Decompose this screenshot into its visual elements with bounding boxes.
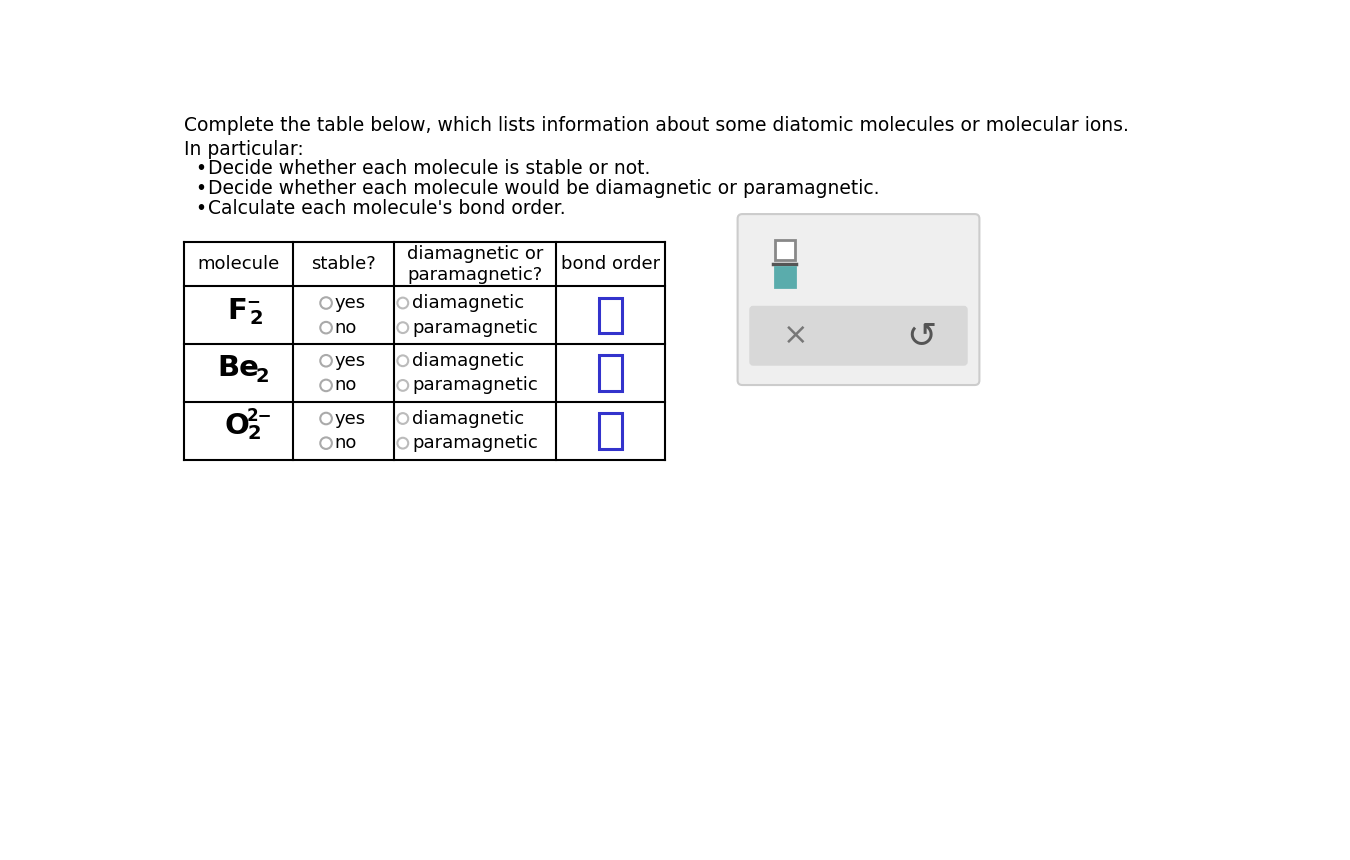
Bar <box>599 413 622 449</box>
Text: Decide whether each molecule would be diamagnetic or paramagnetic.: Decide whether each molecule would be di… <box>208 179 879 198</box>
Text: no: no <box>335 377 356 395</box>
Text: 2−: 2− <box>247 407 273 425</box>
Text: no: no <box>335 319 356 336</box>
Text: ↺: ↺ <box>906 319 937 353</box>
Text: Complete the table below, which lists information about some diatomic molecules : Complete the table below, which lists in… <box>184 116 1129 135</box>
Text: paramagnetic: paramagnetic <box>412 377 537 395</box>
Text: bond order: bond order <box>562 255 660 273</box>
FancyBboxPatch shape <box>737 214 979 385</box>
Bar <box>599 298 622 333</box>
Text: Calculate each molecule's bond order.: Calculate each molecule's bond order. <box>208 199 566 218</box>
Text: •: • <box>196 158 207 178</box>
FancyBboxPatch shape <box>751 306 967 365</box>
Bar <box>599 355 622 390</box>
Text: 2: 2 <box>248 425 262 444</box>
Bar <box>775 267 795 287</box>
Text: 2: 2 <box>255 366 269 385</box>
Text: yes: yes <box>335 294 366 312</box>
Text: O: O <box>224 412 250 440</box>
Text: diamagnetic or
paramagnetic?: diamagnetic or paramagnetic? <box>406 245 543 284</box>
Text: molecule: molecule <box>197 255 279 273</box>
Bar <box>775 240 795 261</box>
Text: Decide whether each molecule is stable or not.: Decide whether each molecule is stable o… <box>208 158 649 178</box>
Text: stable?: stable? <box>310 255 375 273</box>
Text: diamagnetic: diamagnetic <box>412 409 524 427</box>
Text: 2: 2 <box>250 309 263 328</box>
Text: In particular:: In particular: <box>184 140 304 159</box>
Text: yes: yes <box>335 352 366 370</box>
Text: paramagnetic: paramagnetic <box>412 434 537 452</box>
Text: •: • <box>196 179 207 198</box>
Text: paramagnetic: paramagnetic <box>412 319 537 336</box>
Text: no: no <box>335 434 356 452</box>
Text: ×: × <box>783 322 809 350</box>
Text: Be: Be <box>217 354 259 383</box>
Text: yes: yes <box>335 409 366 427</box>
Text: diamagnetic: diamagnetic <box>412 294 524 312</box>
Text: diamagnetic: diamagnetic <box>412 352 524 370</box>
Text: F: F <box>227 297 247 325</box>
Text: −: − <box>246 292 261 310</box>
Text: •: • <box>196 199 207 218</box>
